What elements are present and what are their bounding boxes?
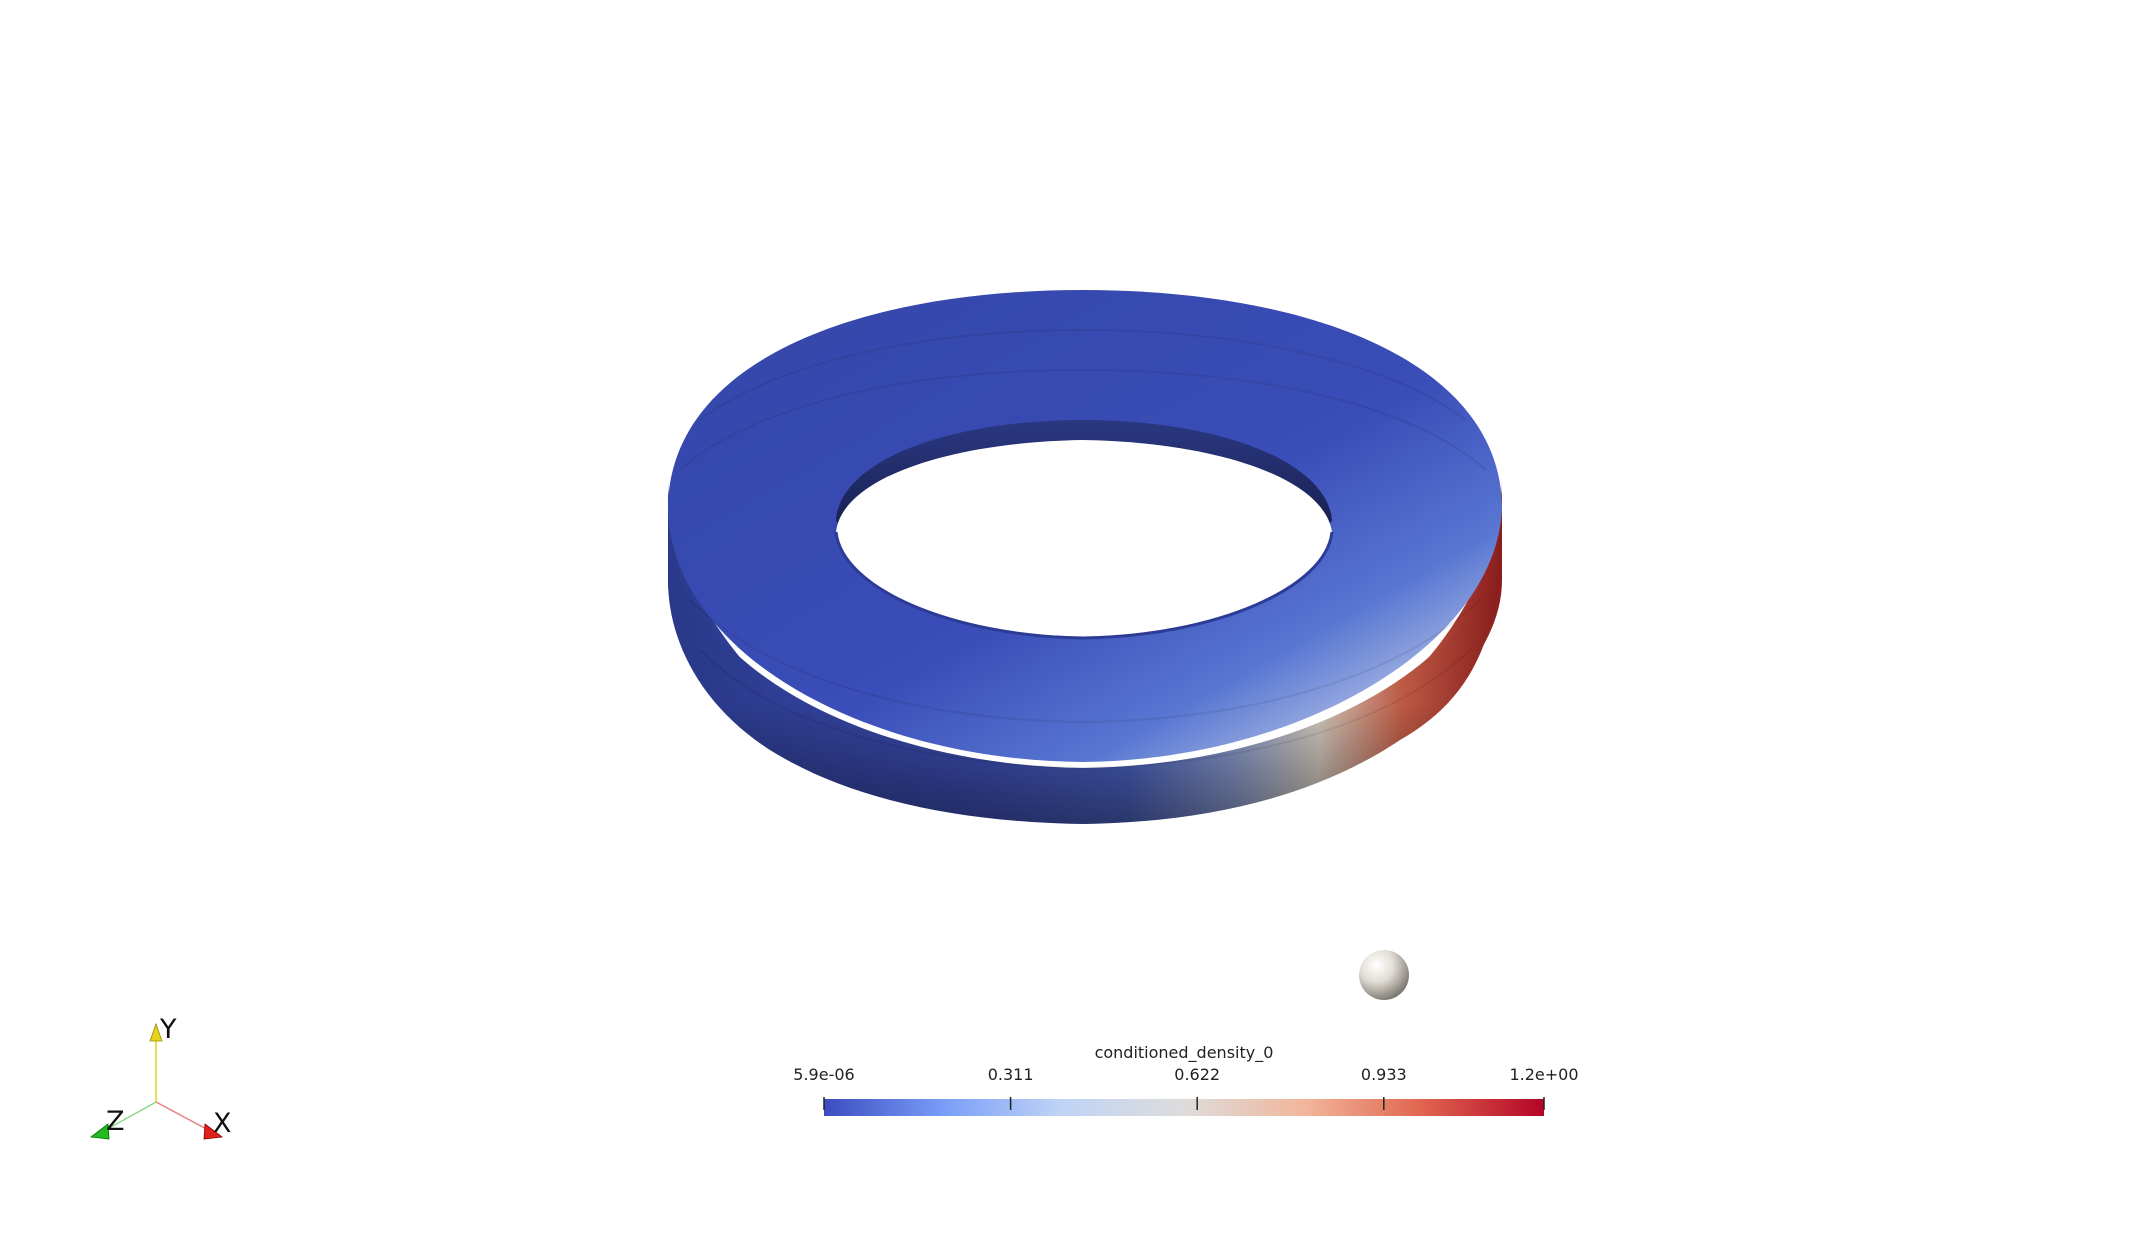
y-axis-cone-icon <box>149 1022 163 1042</box>
torus-facet-lines <box>679 328 1487 770</box>
orientation-axes[interactable] <box>89 1022 224 1140</box>
color-bar-gradient <box>824 1099 1544 1116</box>
x-axis-line <box>155 1101 213 1133</box>
color-bar-tick-label: 1.2e+00 <box>1509 1065 1579 1084</box>
z-axis-cone-icon <box>89 1123 110 1140</box>
color-bar-tick-label: 0.622 <box>1174 1065 1221 1084</box>
z-axis-label: Z <box>106 1106 125 1137</box>
color-bar-ticks <box>823 1097 1545 1110</box>
x-axis-cone-icon <box>203 1123 224 1140</box>
torus-mesh[interactable] <box>668 290 1502 824</box>
color-bar-tick-label: 0.933 <box>1360 1065 1407 1084</box>
light-sphere[interactable] <box>1359 950 1409 1000</box>
torus-front-shade <box>668 520 1502 824</box>
y-axis-label: Y <box>160 1014 177 1045</box>
color-bar[interactable] <box>823 1097 1545 1116</box>
color-bar-tick-label: 0.311 <box>987 1065 1034 1084</box>
color-bar-title: conditioned_density_0 <box>1094 1043 1274 1062</box>
torus-hole-rim <box>834 531 1334 640</box>
torus-hole <box>836 440 1332 638</box>
z-axis-line <box>101 1101 157 1133</box>
x-axis-label: X <box>213 1108 232 1139</box>
color-bar-tick-label: 5.9e-06 <box>793 1065 855 1084</box>
